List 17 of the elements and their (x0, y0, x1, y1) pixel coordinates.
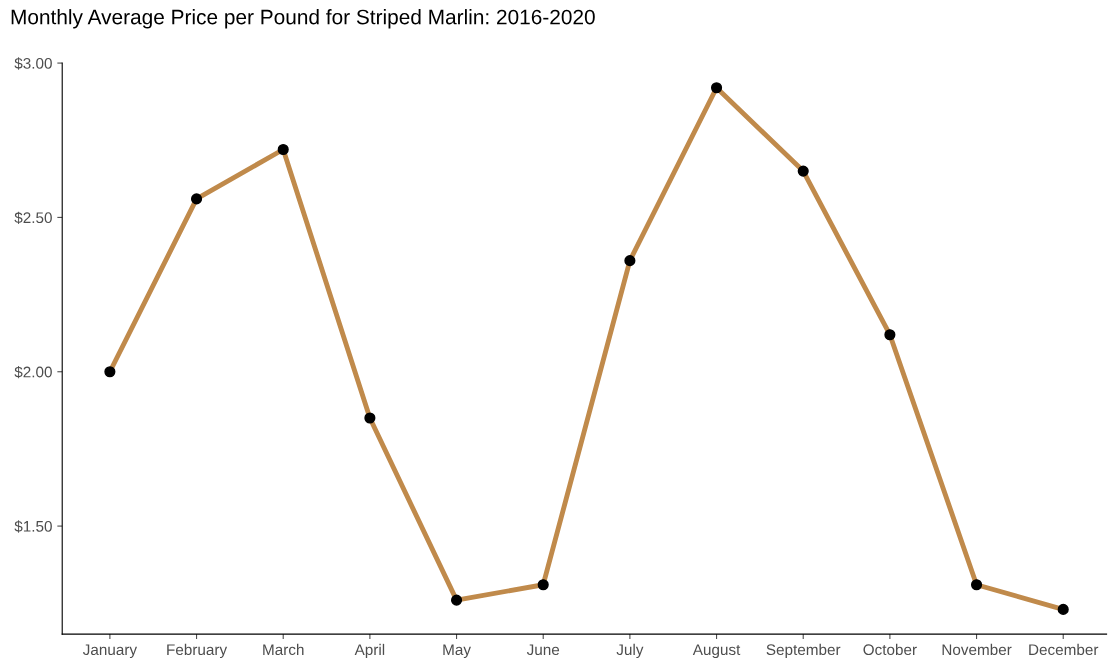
x-tick-label: April (354, 643, 385, 659)
x-tick-label: March (263, 643, 304, 656)
y-tick-label: $2.50 (14, 211, 52, 225)
chart-title: Monthly Average Price per Pound for Striped Marlin: 2016-2020 (11, 9, 595, 29)
x-tick-label: May (443, 644, 471, 659)
x-tick-label: July (616, 643, 644, 659)
x-tick-label: October (863, 643, 917, 656)
x-tick-label: June (526, 644, 560, 656)
x-tick-label: November (942, 643, 1012, 656)
y-tick-label: $2.00 (14, 365, 52, 379)
y-tick-label: $3.00 (14, 57, 52, 70)
x-tick-label: August (692, 644, 741, 659)
x-tick-label: January (82, 644, 138, 659)
x-tick-label: September (766, 643, 841, 659)
x-tick-label: February (167, 643, 228, 659)
y-tick-label: $1.50 (14, 520, 52, 533)
x-tick-label: December (1029, 643, 1099, 656)
